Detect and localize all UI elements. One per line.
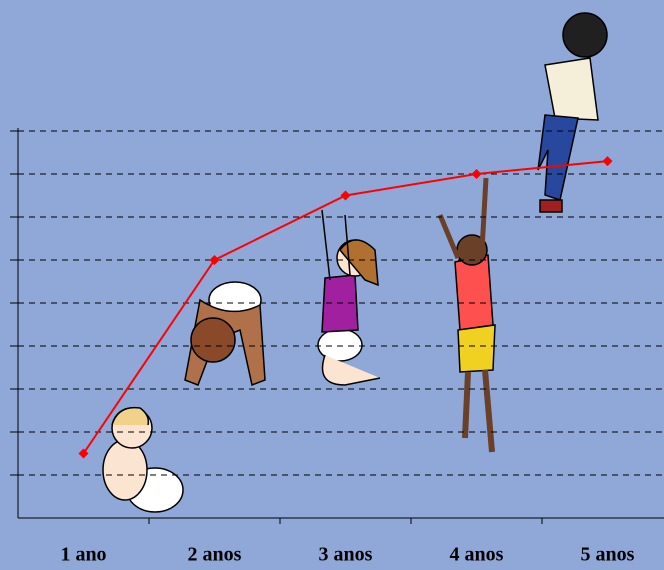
baby-2-head (191, 318, 235, 362)
x-tick-label: 5 anos (581, 544, 635, 566)
x-tick-label: 1 ano (60, 544, 106, 566)
page: 1 ano2 anos3 anos4 anos5 anos (() => { c… (0, 0, 664, 570)
child-4-shorts (458, 325, 495, 372)
x-tick-label: 3 anos (319, 544, 373, 566)
child-5-shirt (545, 58, 598, 120)
child-5-head (563, 13, 607, 57)
x-tick-label: 4 anos (450, 544, 504, 566)
baby-1-body (103, 440, 147, 500)
child-5-shoe (540, 200, 562, 212)
child-4-shirt (455, 255, 493, 330)
x-tick-label: 2 anos (188, 544, 242, 566)
chart: 1 ano 2 anos 3 anos 4 anos 5 anos (0, 0, 664, 570)
